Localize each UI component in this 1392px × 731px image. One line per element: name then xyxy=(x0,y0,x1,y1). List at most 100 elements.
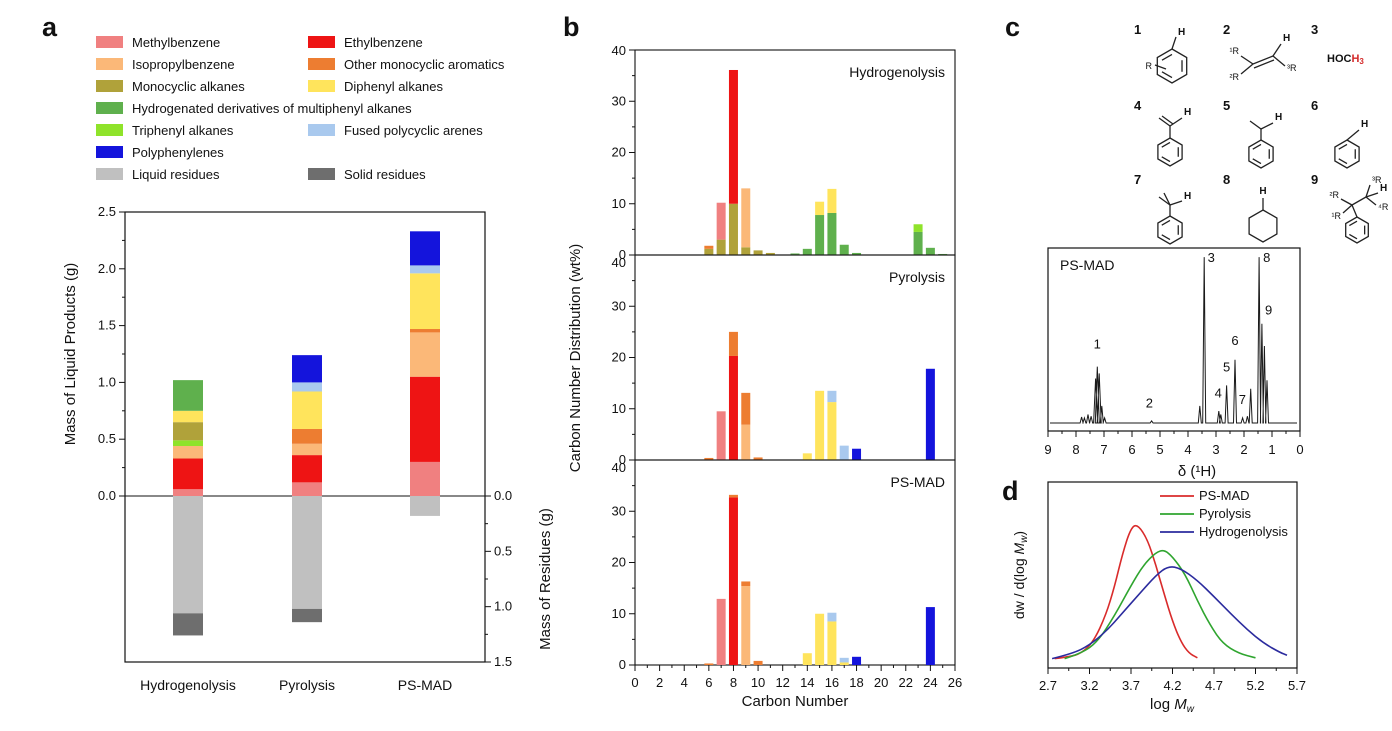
bar-segment-isopropylbenzene xyxy=(173,446,203,459)
x-tick-label: 5.2 xyxy=(1246,678,1264,693)
legend-entry-label: Pyrolysis xyxy=(1199,506,1252,521)
legend-swatch xyxy=(308,58,335,70)
panel-a-legend: Methylbenzene Ethylbenzene Isopropylbenzen… xyxy=(96,33,548,183)
legend-entry-label: Hydrogenolysis xyxy=(1199,524,1288,539)
bar-segment-ethylbenzene xyxy=(728,497,738,665)
bar-segment-solid_residues xyxy=(173,613,203,636)
x-tick-label: 12 xyxy=(775,675,789,690)
bond xyxy=(1161,71,1173,79)
legend-label: Other monocyclic aromatics xyxy=(344,56,505,72)
ring xyxy=(1248,209,1278,243)
bar-segment-ethylbenzene xyxy=(728,69,738,204)
structure-number: 5 xyxy=(1223,98,1230,113)
bond xyxy=(1349,233,1358,240)
bond xyxy=(1154,64,1167,70)
bond xyxy=(1342,204,1353,214)
legend-label: Triphenyl alkanes xyxy=(132,122,234,138)
bar-segment-methylbenzene xyxy=(292,482,322,496)
r-group-label: ²R xyxy=(1330,190,1340,200)
panel-a-plot-area: 0.0 0.5 1.0 1.5 2.0 2.5 0.0 0.5 1.0 1.5 Hydrogenol… xyxy=(98,204,512,693)
bond xyxy=(1252,143,1262,150)
bar-segment-diphenyl_alkanes xyxy=(410,273,440,330)
h-label: H xyxy=(1184,107,1191,118)
panel-b-ylabel: Carbon Number Distribution (wt%) xyxy=(567,244,584,472)
legend-item-solid_residues: Solid residues xyxy=(308,165,548,183)
panel-c-label: c xyxy=(1005,12,1021,42)
structure-3: 3 HOCH3 xyxy=(1311,22,1364,66)
legend-label: Diphenyl alkanes xyxy=(344,78,444,94)
bar-segment-ethylbenzene xyxy=(410,376,440,462)
y-left-tick-label: 2.5 xyxy=(98,204,116,219)
bar-segment-diphenyl_alkanes xyxy=(815,390,825,460)
x-tick-label: 20 xyxy=(874,675,888,690)
bond xyxy=(1161,234,1171,241)
curve-pyrolysis xyxy=(1064,549,1256,660)
bar-segment-diphenyl_alkanes xyxy=(802,453,812,460)
structure-number: 9 xyxy=(1311,172,1318,187)
legend-swatch xyxy=(96,36,123,48)
bar-segment-polyphenylenes xyxy=(852,448,862,460)
legend-item-polyphenylenes: Polyphenylenes xyxy=(96,143,308,161)
bond xyxy=(1163,192,1171,206)
bar-segment-other_monocyclic_aromatics xyxy=(753,660,763,665)
y-left-tick-label: 1.0 xyxy=(98,374,116,389)
h-label: H xyxy=(1275,112,1282,123)
subplot-title: Hydrogenolysis xyxy=(849,64,945,80)
bar-segment-other_monocyclic_aromatics xyxy=(728,494,738,498)
structure-number: 2 xyxy=(1223,22,1230,37)
legend-item-diphenyl_alkanes: Diphenyl alkanes xyxy=(308,77,548,95)
bar-segment-hydrogenated_multiphenyl xyxy=(173,380,203,411)
bar-segment-hydrogenated_multiphenyl xyxy=(815,215,825,255)
y-right-tick-label: 1.5 xyxy=(494,654,512,669)
x-tick-label: 9 xyxy=(1044,442,1051,457)
bar-segment-fused_polycyclic_arenes xyxy=(827,390,837,403)
bond xyxy=(1158,117,1171,127)
r-group-label: ¹R xyxy=(1332,211,1342,221)
bond xyxy=(1249,120,1262,130)
y-tick-label: 30 xyxy=(612,93,626,108)
subplot-frame xyxy=(634,459,956,666)
category-label: Pyrolysis xyxy=(279,677,335,693)
bond xyxy=(1169,200,1183,206)
r-group-label: ³R xyxy=(1372,175,1382,185)
bond xyxy=(1161,219,1171,226)
bar-segment-fused_polycyclic_arenes xyxy=(410,265,440,274)
bar-segment-fused_polycyclic_arenes xyxy=(839,445,849,460)
bond xyxy=(1252,158,1262,165)
peak-label: 6 xyxy=(1231,333,1238,348)
bar-segment-diphenyl_alkanes xyxy=(815,201,825,216)
r-group-label: ¹R xyxy=(1230,46,1240,56)
bond xyxy=(1349,220,1358,227)
ring xyxy=(1345,216,1369,244)
plot-frame xyxy=(124,211,486,663)
structure-number: 4 xyxy=(1134,98,1142,113)
h-label: H xyxy=(1184,191,1191,202)
structure-number: 3 xyxy=(1311,22,1318,37)
bar-segment-diphenyl_alkanes xyxy=(173,410,203,423)
y-tick-label: 10 xyxy=(612,401,626,416)
h-label: H xyxy=(1178,27,1185,38)
ring xyxy=(1248,139,1274,169)
bar-segment-ethylbenzene xyxy=(728,355,738,460)
bond xyxy=(1338,158,1348,165)
bond xyxy=(1253,59,1275,69)
h-label: H xyxy=(1380,183,1387,194)
legend-item-hydrogenated_multiphenyl: Hydrogenated derivatives of multiphenyl … xyxy=(96,99,548,117)
legend-item-methylbenzene: Methylbenzene xyxy=(96,33,308,51)
bar-segment-monocyclic_alkanes xyxy=(173,422,203,441)
bar-segment-other_monocyclic_aromatics xyxy=(292,428,322,444)
x-tick-label: 3.7 xyxy=(1122,678,1140,693)
nmr-title: PS-MAD xyxy=(1060,257,1114,273)
bond xyxy=(1351,196,1367,206)
x-tick-label: 1 xyxy=(1268,442,1275,457)
x-tick-label: 2.7 xyxy=(1039,678,1057,693)
legend-label: Hydrogenated derivatives of multiphenyl … xyxy=(132,100,412,116)
legend-label: Ethylbenzene xyxy=(344,34,423,50)
legend-item-liquid_residues: Liquid residues xyxy=(96,165,308,183)
legend-item-isopropylbenzene: Isopropylbenzene xyxy=(96,55,308,73)
legend-label: Methylbenzene xyxy=(132,34,221,50)
panel-a-chart: Mass of Liquid Products (g) Mass of Resi… xyxy=(62,204,554,693)
curve-ps-mad xyxy=(1054,524,1198,660)
